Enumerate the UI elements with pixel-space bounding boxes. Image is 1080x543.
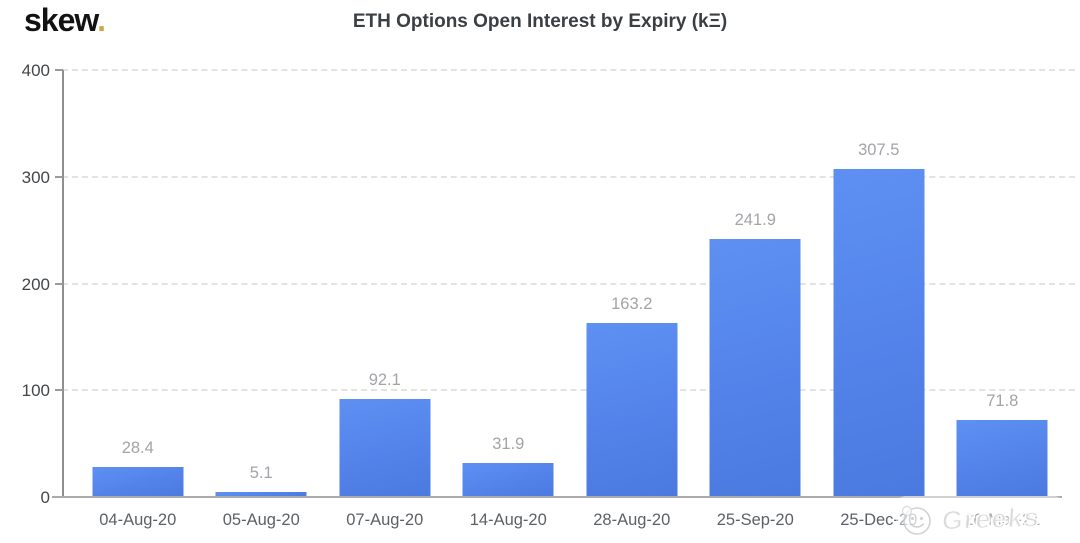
bar-value-label: 5.1	[249, 463, 273, 482]
x-axis-line	[52, 496, 1062, 498]
gridline-200	[62, 282, 1075, 285]
bars-layer: 28.4 5.1 92.1 31.9 163.2 241.9 307.5 71.8	[76, 70, 1064, 497]
x-axis-tick-label-25-Dec-20: 25-Dec-20	[840, 511, 918, 529]
y-axis-tick-label-100: 100	[21, 381, 50, 401]
y-axis-tick-label-300: 300	[21, 167, 50, 187]
bar-value-label: 163.2	[611, 294, 653, 313]
gridline-400	[62, 69, 1075, 71]
x-axis-tick-label-14-Aug-20: 14-Aug-20	[469, 511, 547, 529]
y-tick-100	[55, 389, 63, 392]
chart-bar-28-Aug-20[interactable]	[586, 322, 678, 497]
chart-bar-26-Mar-21[interactable]	[956, 420, 1048, 497]
chart-bar-04-Aug-20[interactable]	[92, 466, 184, 497]
chart-title: ETH Options Open Interest by Expiry (kΞ)	[352, 11, 728, 32]
x-axis-tick-label-07-Aug-20: 07-Aug-20	[346, 511, 424, 529]
chart-bar-07-Aug-20[interactable]	[339, 398, 431, 497]
bar-band-07-Aug-20: 92.1	[323, 70, 447, 497]
x-axis-tick-label-04-Aug-20: 04-Aug-20	[99, 511, 177, 529]
bar-band-25-Dec-20: 307.5	[817, 70, 941, 497]
x-axis-tick-label-28-Aug-20: 28-Aug-20	[593, 511, 671, 529]
chart-bar-25-Sep-20[interactable]	[709, 238, 801, 497]
chart-bar-05-Aug-20[interactable]	[215, 491, 307, 497]
y-axis-tick-label-0: 0	[40, 488, 50, 507]
y-axis-tick-label-400: 400	[21, 61, 50, 80]
chart-bar-14-Aug-20[interactable]	[462, 462, 554, 497]
bar-value-label: 92.1	[368, 370, 401, 389]
skew-logo: skew.	[24, 2, 106, 39]
gridline-300	[62, 175, 1075, 178]
bar-value-label: 28.4	[121, 438, 154, 457]
y-tick-400	[55, 69, 63, 71]
bar-band-25-Sep-20: 241.9	[694, 70, 818, 497]
bar-value-label: 241.9	[734, 210, 776, 229]
bar-band-04-Aug-20: 28.4	[76, 70, 200, 497]
skew-logo-dot: .	[97, 2, 106, 38]
y-tick-300	[55, 175, 63, 178]
x-axis-tick-label-26-Mar-21: 26-Mar-21	[964, 511, 1041, 529]
bar-band-14-Aug-20: 31.9	[447, 70, 571, 497]
y-axis-line	[62, 70, 64, 498]
y-axis-tick-label-200: 200	[21, 274, 50, 294]
chart-bar-25-Dec-20[interactable]	[833, 168, 925, 497]
gridline-100	[62, 389, 1075, 392]
x-axis-tick-label-25-Sep-20: 25-Sep-20	[716, 511, 794, 529]
x-axis-labels: 04-Aug-20 05-Aug-20 07-Aug-20 14-Aug-20 28-A…	[76, 511, 1064, 530]
bar-value-label: 31.9	[492, 434, 525, 453]
y-tick-200	[55, 282, 63, 285]
x-axis-tick-label-05-Aug-20: 05-Aug-20	[222, 511, 300, 529]
bar-value-label: 71.8	[986, 392, 1019, 411]
bar-band-05-Aug-20: 5.1	[200, 70, 324, 497]
bar-band-26-Mar-21: 71.8	[941, 70, 1065, 497]
bar-value-label: 307.5	[858, 140, 900, 159]
skew-logo-text: skew	[24, 2, 98, 38]
bar-band-28-Aug-20: 163.2	[570, 70, 694, 497]
